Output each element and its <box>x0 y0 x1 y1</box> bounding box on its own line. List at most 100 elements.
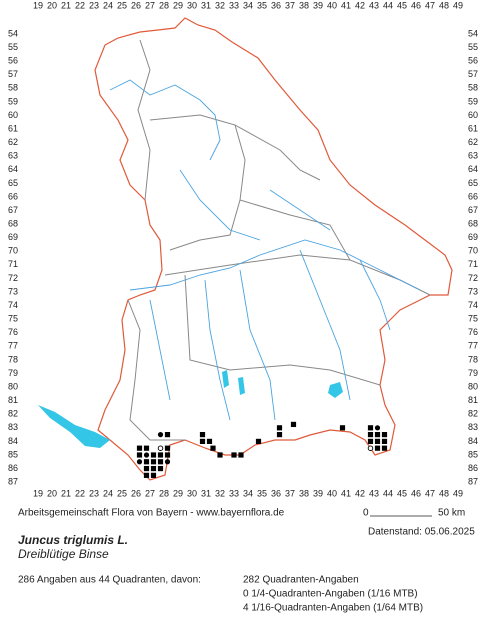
row-label: 76 <box>8 327 18 337</box>
record-square <box>143 459 150 465</box>
column-label: 37 <box>285 488 295 498</box>
row-label: 63 <box>8 151 18 161</box>
column-label: 40 <box>327 488 337 498</box>
row-label: 65 <box>8 178 18 188</box>
lake-ammersee <box>222 370 229 388</box>
column-label: 41 <box>341 488 351 498</box>
column-label: 30 <box>187 0 197 10</box>
rivers <box>109 79 421 421</box>
column-label: 47 <box>425 488 435 498</box>
row-label: 67 <box>8 205 18 215</box>
column-label: 29 <box>173 488 183 498</box>
scale-label: 50 km <box>438 508 465 519</box>
record-square <box>238 452 244 458</box>
record-square <box>374 438 381 444</box>
record-dot <box>374 425 381 431</box>
row-label: 55 <box>8 42 18 52</box>
row-label: 59 <box>468 96 478 106</box>
row-label: 86 <box>468 463 478 473</box>
common-name: Dreiblütige Binse <box>18 547 109 561</box>
column-label: 28 <box>159 0 169 10</box>
row-label: 86 <box>8 463 18 473</box>
record-square <box>339 425 346 431</box>
record-square <box>367 438 374 444</box>
row-label: 62 <box>468 137 478 147</box>
row-label: 58 <box>468 83 478 93</box>
record-square <box>164 452 171 458</box>
column-label: 40 <box>327 0 337 10</box>
column-label: 38 <box>299 488 309 498</box>
column-label: 43 <box>369 488 379 498</box>
record-square <box>206 438 213 444</box>
record-square <box>164 445 171 451</box>
row-label: 64 <box>8 164 18 174</box>
record-square <box>164 432 171 438</box>
column-label: 49 <box>453 488 463 498</box>
row-label: 83 <box>468 422 478 432</box>
column-label: 28 <box>159 488 169 498</box>
row-label: 69 <box>468 232 478 242</box>
record-square <box>381 432 388 438</box>
row-label: 84 <box>468 436 478 446</box>
column-label: 34 <box>243 488 253 498</box>
record-square <box>367 432 374 438</box>
column-label: 21 <box>61 0 71 10</box>
column-label: 32 <box>215 0 225 10</box>
stat: 282 Quadranten-Angaben <box>243 575 359 586</box>
column-label: 37 <box>285 0 295 10</box>
row-label: 81 <box>8 395 18 405</box>
record-square <box>374 432 381 438</box>
column-label: 42 <box>355 488 365 498</box>
lake-chiemsee <box>328 382 343 398</box>
record-dot <box>136 459 143 465</box>
stat: 4 1/16-Quadranten-Angaben (1/64 MTB) <box>243 603 423 614</box>
record-circle <box>157 445 164 451</box>
column-label: 42 <box>355 0 365 10</box>
row-label: 76 <box>468 327 478 337</box>
row-label: 57 <box>468 69 478 79</box>
row-label: 84 <box>8 436 18 446</box>
column-label: 25 <box>117 488 127 498</box>
column-label: 30 <box>187 488 197 498</box>
row-label: 67 <box>468 205 478 215</box>
column-label: 32 <box>215 488 225 498</box>
row-label: 66 <box>468 191 478 201</box>
record-square <box>157 465 164 472</box>
row-label: 56 <box>8 56 18 66</box>
row-label: 82 <box>468 409 478 419</box>
record-square <box>199 432 206 438</box>
column-label: 19 <box>33 488 43 498</box>
row-label: 78 <box>468 354 478 364</box>
record-square <box>157 459 164 465</box>
row-label: 56 <box>468 56 478 66</box>
column-label: 23 <box>89 0 99 10</box>
row-label: 59 <box>8 96 18 106</box>
column-label: 41 <box>341 0 351 10</box>
record-square <box>210 445 216 451</box>
column-label: 36 <box>271 488 281 498</box>
column-label: 21 <box>61 488 71 498</box>
row-label: 82 <box>8 409 18 419</box>
row-label: 66 <box>8 191 18 201</box>
column-label: 35 <box>257 0 267 10</box>
row-label: 61 <box>8 123 18 133</box>
record-square <box>136 452 143 458</box>
column-label: 26 <box>131 0 141 10</box>
column-label: 48 <box>439 488 449 498</box>
row-label: 79 <box>8 368 18 378</box>
row-label: 71 <box>468 259 478 269</box>
column-label: 46 <box>411 0 421 10</box>
row-label: 81 <box>468 395 478 405</box>
column-label: 35 <box>257 488 267 498</box>
row-label: 85 <box>468 449 478 459</box>
record-dot <box>143 452 150 458</box>
column-label: 47 <box>425 0 435 10</box>
row-label: 69 <box>8 232 18 242</box>
row-label: 62 <box>8 137 18 147</box>
record-square <box>374 445 381 451</box>
lake-starnberg <box>238 377 245 395</box>
row-label: 77 <box>8 341 18 351</box>
record-square <box>136 445 143 451</box>
row-label: 58 <box>8 83 18 93</box>
